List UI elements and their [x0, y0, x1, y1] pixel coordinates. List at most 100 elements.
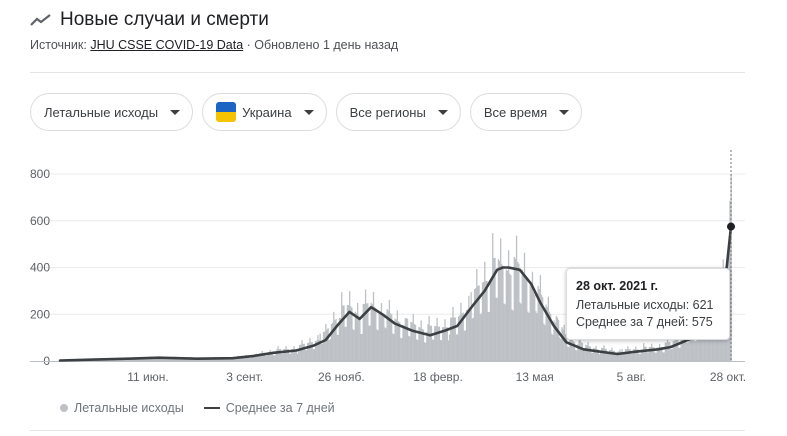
- daily-bar: [320, 343, 322, 361]
- daily-bar: [403, 325, 405, 361]
- daily-bar: [665, 342, 668, 361]
- daily-bar: [410, 321, 412, 361]
- daily-bar: [252, 355, 254, 361]
- daily-bar: [556, 317, 559, 361]
- daily-bar: [582, 350, 585, 361]
- daily-bar: [567, 346, 569, 361]
- daily-bar: [310, 342, 312, 361]
- daily-bar: [596, 349, 598, 361]
- daily-bar: [649, 347, 652, 361]
- daily-bar: [326, 329, 328, 361]
- daily-bar: [487, 312, 489, 361]
- daily-bar: [385, 328, 387, 361]
- daily-bar: [395, 319, 397, 361]
- deaths-chart[interactable]: 020040060080011 июн.3 сент.26 нояб.18 фе…: [0, 145, 787, 390]
- daily-bar: [305, 350, 308, 361]
- daily-bar: [683, 338, 686, 361]
- daily-bar: [638, 353, 640, 361]
- daily-bar: [426, 331, 428, 361]
- time-range-label: Все время: [483, 104, 548, 120]
- daily-bar: [284, 349, 286, 361]
- daily-bar: [497, 259, 500, 361]
- source-link[interactable]: JHU CSSE COVID-19 Data: [90, 38, 244, 52]
- daily-bar: [344, 326, 346, 361]
- daily-bar: [471, 318, 473, 361]
- daily-bar: [362, 304, 364, 361]
- daily-bar: [519, 302, 521, 361]
- daily-bar: [347, 304, 350, 361]
- daily-bar: [316, 340, 318, 361]
- daily-bar: [350, 306, 352, 361]
- country-dropdown[interactable]: Украина: [202, 93, 327, 131]
- daily-bar: [527, 311, 529, 361]
- daily-bar: [520, 303, 522, 361]
- daily-bar: [217, 359, 219, 361]
- daily-bar: [670, 349, 672, 361]
- daily-bar: [295, 349, 297, 361]
- daily-bar: [459, 315, 461, 361]
- daily-bar: [571, 335, 573, 361]
- daily-bar: [537, 285, 539, 361]
- daily-bar: [309, 337, 311, 361]
- daily-bar: [299, 344, 301, 361]
- daily-bar: [657, 347, 660, 361]
- daily-bar: [392, 333, 394, 361]
- daily-bar: [559, 337, 561, 361]
- daily-bar: [551, 333, 553, 361]
- daily-bar: [619, 349, 621, 361]
- daily-bar: [301, 340, 303, 361]
- daily-bar: [292, 349, 294, 361]
- x-tick-label: 26 нояб.: [318, 370, 365, 384]
- daily-bar: [584, 350, 586, 361]
- daily-bar: [255, 353, 258, 361]
- daily-bar: [376, 329, 378, 361]
- daily-bar: [337, 334, 339, 361]
- daily-bar: [384, 327, 386, 361]
- daily-bar: [322, 332, 325, 361]
- daily-bar: [358, 315, 360, 361]
- daily-bar: [668, 342, 670, 361]
- daily-bar: [631, 353, 634, 361]
- chevron-down-icon: [437, 109, 448, 115]
- daily-bar: [574, 349, 577, 361]
- chevron-down-icon: [170, 109, 181, 115]
- daily-bar: [641, 349, 644, 361]
- daily-bar: [386, 308, 388, 361]
- top-divider: [30, 72, 745, 73]
- daily-bar: [170, 358, 173, 361]
- daily-bar: [131, 359, 133, 361]
- daily-bar: [418, 326, 420, 361]
- daily-bar: [254, 353, 257, 361]
- daily-bar: [485, 281, 487, 361]
- daily-bar: [523, 252, 526, 361]
- daily-bar: [656, 347, 659, 361]
- daily-bar: [476, 269, 478, 361]
- daily-bar: [655, 352, 657, 361]
- daily-bar: [606, 353, 609, 361]
- daily-bar: [250, 357, 252, 361]
- metric-dropdown[interactable]: Летальные исходы: [30, 93, 194, 131]
- daily-bar: [251, 355, 253, 361]
- daily-bar: [429, 325, 431, 361]
- daily-bar: [238, 356, 241, 361]
- daily-bar: [393, 334, 395, 361]
- daily-bar: [313, 349, 316, 361]
- daily-bar: [460, 302, 462, 361]
- daily-bar: [705, 323, 707, 361]
- daily-bar: [568, 346, 570, 361]
- country-label: Украина: [242, 104, 292, 120]
- daily-bar: [400, 337, 402, 361]
- daily-bar: [453, 317, 455, 361]
- daily-bar: [141, 358, 143, 361]
- daily-bar: [521, 269, 523, 361]
- daily-bar: [511, 309, 513, 361]
- time-range-dropdown[interactable]: Все время: [469, 93, 583, 131]
- daily-bar: [498, 260, 501, 361]
- daily-bar: [288, 353, 291, 361]
- daily-bar: [336, 334, 338, 361]
- daily-bar: [718, 320, 720, 361]
- daily-bar: [333, 311, 335, 361]
- daily-bar: [156, 357, 158, 361]
- region-dropdown[interactable]: Все регионы: [335, 93, 461, 131]
- region-label: Все регионы: [349, 104, 426, 120]
